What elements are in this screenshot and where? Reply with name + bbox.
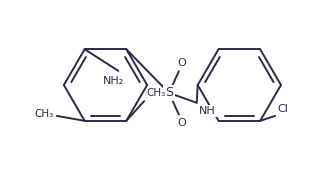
Text: NH: NH [199, 106, 215, 116]
Text: CH₃: CH₃ [146, 88, 165, 98]
Text: NH₂: NH₂ [103, 76, 124, 86]
Text: O: O [177, 58, 186, 68]
Text: CH₃: CH₃ [35, 109, 54, 119]
Text: O: O [177, 117, 186, 128]
Text: S: S [165, 86, 173, 99]
Text: Cl: Cl [277, 104, 288, 114]
